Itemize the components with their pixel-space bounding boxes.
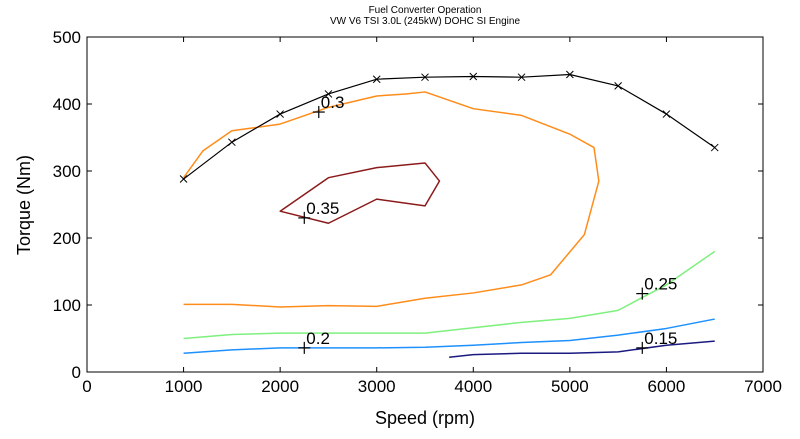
- y-tick-label: 0: [72, 363, 81, 382]
- x-tick-label: 2000: [261, 377, 299, 396]
- contour-line-0-25: [183, 250, 716, 340]
- max-torque-point: [517, 73, 526, 82]
- max-torque-point: [421, 73, 429, 82]
- x-axis-ticks: 0 1000 2000 3000 4000 5000 6000 7000: [82, 37, 782, 396]
- max-torque-line: [183, 73, 716, 180]
- x-tick-label: 3000: [358, 377, 396, 396]
- y-axis-label: Torque (Nm): [14, 155, 34, 255]
- max-torque-point: [710, 143, 719, 152]
- contour-label: 0.15: [644, 329, 677, 348]
- contour-line-0-15: [449, 340, 715, 359]
- plot-frame: [86, 36, 764, 373]
- contour-line-0-3: [182, 91, 600, 308]
- contour-label: 0.2: [306, 329, 330, 348]
- max-torque-point: [614, 82, 622, 90]
- x-tick-label: 1000: [165, 377, 203, 396]
- x-tick-label: 5000: [551, 377, 589, 396]
- max-torque-point: [228, 138, 236, 147]
- chart-subtitle: VW V6 TSI 3.0L (245kW) DOHC SI Engine: [330, 16, 521, 27]
- x-tick-label: 0: [82, 377, 91, 396]
- contour-label: 0.25: [644, 275, 677, 294]
- contour-label: 0.3: [321, 93, 345, 112]
- x-tick-label: 7000: [744, 377, 782, 396]
- x-axis-label: Speed (rpm): [375, 408, 475, 428]
- max-torque-point: [566, 70, 574, 79]
- max-torque-point: [276, 110, 284, 118]
- contour-line-0-2: [183, 318, 715, 354]
- max-torque-point: [179, 175, 188, 183]
- x-tick-label: 4000: [454, 377, 492, 396]
- x-tick-label: 6000: [648, 377, 686, 396]
- contour-line-0-35: [279, 162, 441, 225]
- max-torque-point: [372, 75, 381, 84]
- max-torque-point: [469, 72, 478, 81]
- chart-title: Fuel Converter Operation: [369, 5, 482, 16]
- y-tick-label: 500: [53, 28, 81, 47]
- max-torque-point: [324, 90, 333, 98]
- y-tick-label: 200: [53, 229, 81, 248]
- y-tick-label: 100: [53, 296, 81, 315]
- plot-area: 0.35 0.3 0.25 0.2 0.15: [179, 70, 719, 359]
- y-tick-label: 300: [53, 162, 81, 181]
- y-tick-label: 400: [53, 95, 81, 114]
- contour-label: 0.35: [306, 199, 339, 218]
- max-torque-point: [662, 110, 671, 118]
- y-axis-ticks: 0 100 200 300 400 500: [53, 28, 763, 382]
